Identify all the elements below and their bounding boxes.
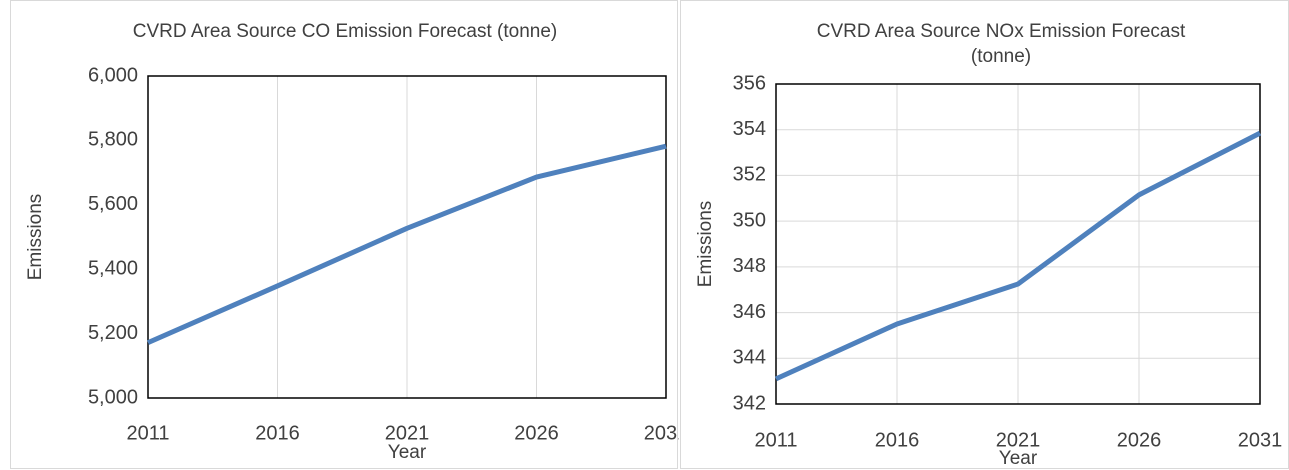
x-tick-label: 2026 xyxy=(514,422,559,444)
x-tick-label: 2011 xyxy=(126,422,169,444)
y-tick-label: 6,000 xyxy=(88,64,138,86)
y-tick-label: 344 xyxy=(733,347,766,369)
y-tick-label: 350 xyxy=(733,209,766,231)
x-tick-label: 2031 xyxy=(1238,429,1283,451)
chart: 2011 2016 2021 2026 2031 342 344 346 348 350 352 35… xyxy=(695,72,1283,469)
plot-border xyxy=(775,83,1261,405)
x-tick-label: 2016 xyxy=(875,429,920,451)
x-tick-label: 2011 xyxy=(754,429,797,451)
x-axis-label: Year xyxy=(388,442,427,463)
x-tick-label: 2016 xyxy=(255,422,300,444)
x-tick-label: 2021 xyxy=(996,429,1041,451)
y-axis-label: Emissions xyxy=(695,201,716,288)
y-tick-label: 5,600 xyxy=(88,193,138,215)
y-tick-label: 352 xyxy=(733,164,766,186)
y-tick-label: 346 xyxy=(733,301,766,323)
chart: 2011 2016 2021 2026 2031 5,000 5,200 5,400 5,600… xyxy=(25,64,679,463)
y-tick-label: 5,200 xyxy=(88,322,138,344)
y-tick-label: 348 xyxy=(733,255,766,277)
chart-title: CVRD Area Source NOx Emission Forecast (… xyxy=(816,21,1186,67)
y-tick-label: 5,000 xyxy=(88,386,138,408)
x-tick-label: 2031 xyxy=(644,422,679,444)
x-tick-label: 2026 xyxy=(1117,429,1162,451)
y-tick-label: 356 xyxy=(733,72,766,94)
chart-title: CVRD Area Source CO Emission Forecast (t… xyxy=(132,21,558,42)
chart-panel: CVRD Area Source NOx Emission Forecast (… xyxy=(680,0,1289,469)
y-tick-label: 354 xyxy=(733,118,766,140)
chart-panel: CVRD Area Source CO Emission Forecast (t… xyxy=(10,0,679,469)
y-tick-label: 5,400 xyxy=(88,257,138,279)
x-axis-label: Year xyxy=(999,448,1038,469)
y-axis-label: Emissions xyxy=(25,194,46,281)
line xyxy=(774,130,1262,382)
x-tick-label: 2021 xyxy=(385,422,430,444)
y-tick-label: 5,800 xyxy=(88,129,138,151)
plot-border xyxy=(147,75,667,399)
line xyxy=(146,143,667,345)
y-tick-label: 342 xyxy=(733,392,766,414)
